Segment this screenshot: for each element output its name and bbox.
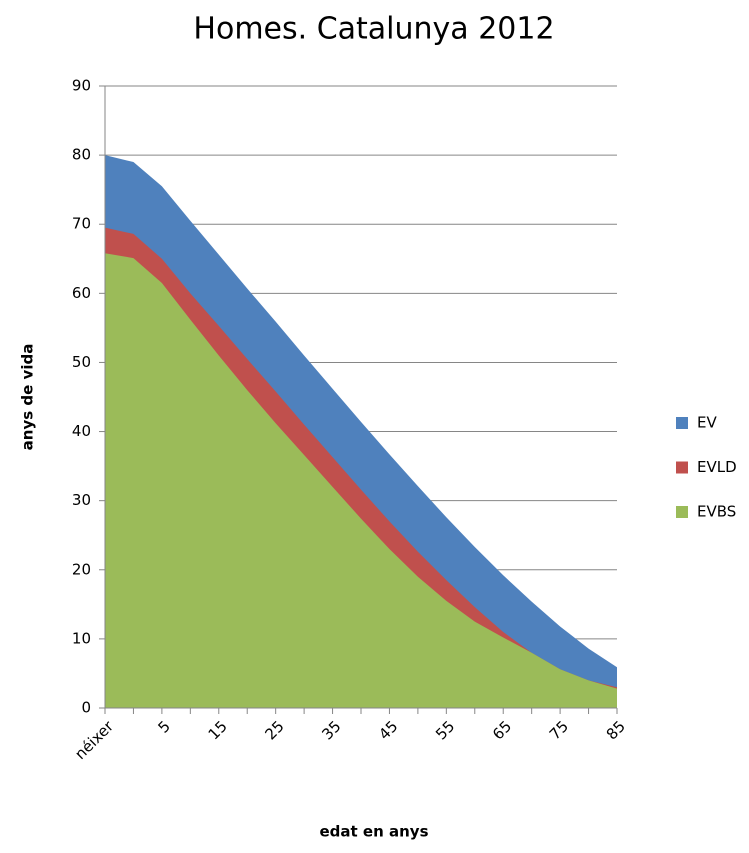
y-axis-label: anys de vida: [19, 344, 37, 451]
x-tick-label: 45: [375, 717, 401, 743]
y-tick-label: 80: [72, 146, 91, 164]
x-tick-label: 35: [318, 717, 344, 743]
y-tick-label: 50: [72, 353, 91, 371]
legend: EV EVLD EVBS: [676, 414, 737, 521]
y-tick-label: 20: [72, 560, 91, 578]
y-tick-label: 40: [72, 422, 91, 440]
chart-title: Homes. Catalunya 2012: [193, 12, 554, 47]
y-tick-label: 90: [72, 77, 91, 95]
y-tick-label: 10: [72, 629, 91, 647]
y-tick-label: 0: [81, 699, 91, 717]
legend-swatch: [676, 506, 688, 518]
area: [105, 253, 617, 708]
y-tick-label: 60: [72, 284, 91, 302]
legend-swatch: [676, 461, 688, 474]
x-tick-label: 65: [489, 717, 515, 743]
x-tick-label: 15: [205, 717, 231, 743]
x-tick-label: 25: [261, 717, 287, 743]
x-tick-label: 5: [154, 717, 173, 736]
legend-label: EVBS: [697, 503, 736, 521]
areas: [105, 155, 617, 709]
x-axis-label: edat en anys: [319, 823, 428, 841]
y-tick-label: 30: [72, 491, 91, 509]
x-tick-label: 85: [603, 717, 629, 743]
legend-label: EV: [697, 414, 717, 432]
x-tick-label: 75: [546, 717, 572, 743]
y-tick-label: 70: [72, 215, 91, 233]
x-tick-label: 55: [432, 717, 458, 743]
x-tick-label: néixer: [71, 717, 117, 763]
legend-label: EVLD: [697, 458, 737, 476]
legend-swatch: [676, 417, 688, 429]
